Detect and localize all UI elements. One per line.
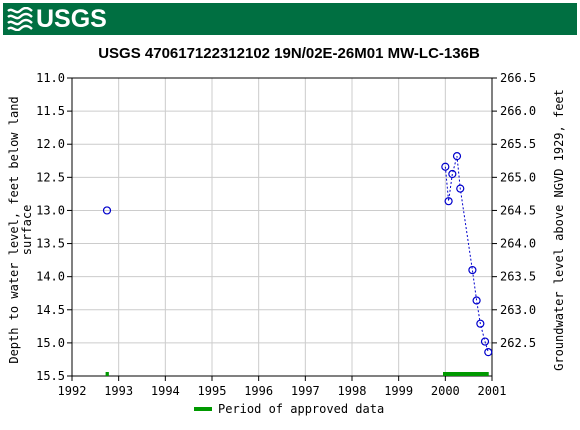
approved-period-bar bbox=[105, 372, 109, 376]
y-tick-label-right: 265.0 bbox=[500, 170, 536, 184]
y-tick-label-left: 15.0 bbox=[36, 336, 65, 350]
y-axis-left: 11.0 11.5 12.0 12.5 13.0 13.5 14.0 14.5 15.0 15.5 bbox=[36, 71, 72, 383]
y-tick-label-left: 13.0 bbox=[36, 203, 65, 217]
usgs-logo-text: USGS bbox=[36, 4, 107, 33]
data-point bbox=[484, 348, 493, 357]
x-tick-label: 1995 bbox=[198, 384, 227, 398]
y-tick-label-right: 266.0 bbox=[500, 104, 536, 118]
y-axis-right-label: Groundwater level above NGVD 1929, feet bbox=[552, 89, 566, 371]
approved-period-bar bbox=[443, 372, 489, 376]
data-point bbox=[456, 184, 465, 193]
x-tick-label: 1999 bbox=[384, 384, 413, 398]
y-tick-label-right: 265.5 bbox=[500, 137, 536, 151]
chart-title: USGS 470617122312102 19N/02E-26M01 MW-LC… bbox=[98, 45, 480, 62]
x-tick-label: 2000 bbox=[431, 384, 460, 398]
y-tick-label-left: 12.0 bbox=[36, 137, 65, 151]
y-tick-label-right: 263.5 bbox=[500, 270, 536, 284]
y-tick-label-right: 263.0 bbox=[500, 303, 536, 317]
data-point bbox=[448, 169, 457, 179]
y-tick-label-right: 262.5 bbox=[500, 336, 536, 350]
data-point bbox=[480, 337, 490, 346]
data-point bbox=[441, 162, 450, 171]
y-tick-label-left: 14.0 bbox=[36, 270, 65, 284]
y-tick-label-right: 264.0 bbox=[500, 237, 536, 251]
data-point bbox=[444, 197, 453, 206]
y-tick-label-left: 11.0 bbox=[36, 71, 65, 85]
x-tick-label: 1997 bbox=[291, 384, 320, 398]
series-line bbox=[444, 156, 489, 353]
y-tick-label-left: 11.5 bbox=[36, 104, 65, 118]
y-tick-label-left: 15.5 bbox=[36, 369, 65, 383]
x-tick-label: 1994 bbox=[151, 384, 180, 398]
y-axis-left-label-line2: surface bbox=[20, 205, 34, 256]
y-tick-label-left: 12.5 bbox=[36, 170, 65, 184]
data-point bbox=[476, 319, 485, 328]
y-axis-right: 266.5 266.0 265.5 265.0 264.5 264.0 263.5 263.0… bbox=[492, 71, 536, 350]
x-tick-label: 1993 bbox=[104, 384, 133, 398]
x-axis: 1992 1993 1994 1995 1996 1997 1998 1999 2000 2001 bbox=[58, 376, 507, 398]
legend: Period of approved data bbox=[194, 402, 384, 416]
usgs-wave-icon bbox=[7, 7, 33, 31]
data-point bbox=[468, 265, 477, 275]
x-tick-label: 2001 bbox=[478, 384, 507, 398]
data-point bbox=[452, 152, 462, 161]
y-tick-label-right: 266.5 bbox=[500, 71, 536, 85]
data-point bbox=[102, 206, 112, 215]
grid bbox=[71, 77, 493, 377]
approved-periods bbox=[105, 372, 489, 376]
plot-frame bbox=[71, 77, 493, 377]
usgs-banner: USGS bbox=[3, 3, 577, 35]
y-tick-label-left: 13.5 bbox=[36, 237, 65, 251]
x-tick-label: 1996 bbox=[244, 384, 273, 398]
y-tick-label-left: 14.5 bbox=[36, 303, 65, 317]
legend-label: Period of approved data bbox=[218, 402, 384, 416]
y-tick-label-right: 264.5 bbox=[500, 203, 536, 217]
x-tick-label: 1992 bbox=[58, 384, 87, 398]
y-axis-left-label-line1: Depth to water level, feet below land bbox=[7, 96, 21, 363]
usgs-logo[interactable]: USGS bbox=[7, 5, 107, 33]
data-point bbox=[472, 296, 481, 305]
x-tick-label: 1998 bbox=[338, 384, 367, 398]
series-water-level bbox=[102, 152, 493, 357]
